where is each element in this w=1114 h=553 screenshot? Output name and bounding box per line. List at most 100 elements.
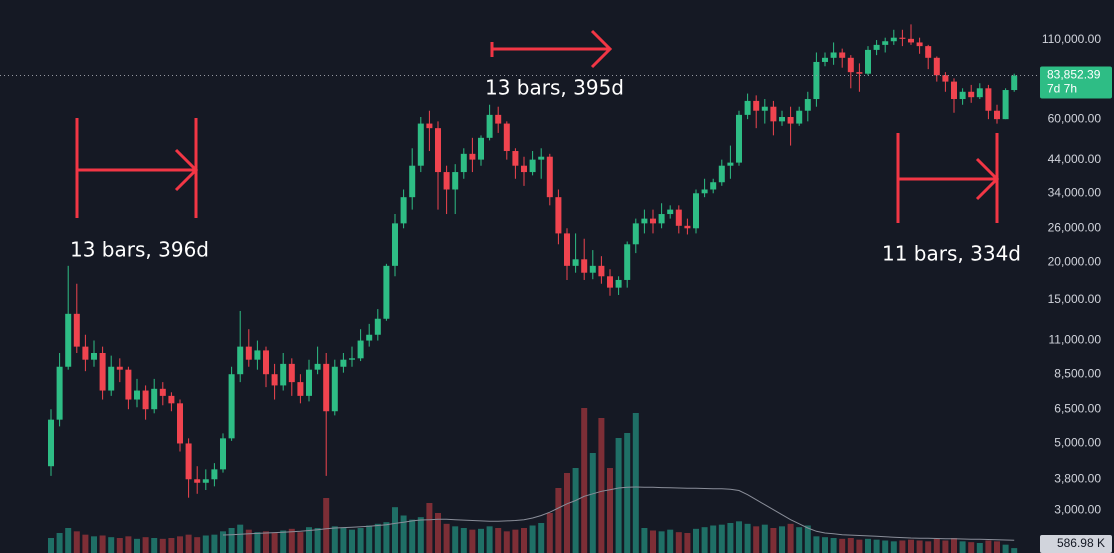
volume-bar: [693, 528, 699, 553]
volume-bar: [280, 530, 287, 553]
volume-bar: [925, 541, 932, 553]
candle-body: [538, 156, 545, 160]
volume-bar: [512, 529, 519, 553]
candle-body: [873, 44, 880, 50]
candle-body: [82, 346, 89, 360]
volume-bar: [271, 533, 278, 553]
volume-bar: [417, 517, 424, 553]
volume-bar: [349, 529, 355, 553]
range-arrow: [896, 133, 1000, 223]
y-tick-label: 15,000.00: [1048, 292, 1102, 306]
volume-bar: [443, 523, 450, 553]
volume-bar: [727, 523, 734, 553]
candle-body: [899, 37, 906, 39]
volume-bar: [564, 473, 570, 553]
candle-body: [503, 123, 510, 152]
candle-body: [856, 72, 863, 74]
candle-body: [632, 223, 639, 245]
candle-body: [99, 352, 106, 391]
candle-body: [581, 259, 588, 273]
candle-body: [693, 193, 699, 229]
candle-body: [306, 369, 312, 396]
candle-body: [710, 182, 717, 190]
volume-bar: [908, 539, 914, 553]
candle-body: [91, 352, 97, 360]
volume-bar: [73, 531, 80, 553]
candle-body: [890, 37, 897, 42]
candle-body: [813, 61, 820, 100]
candle-body: [211, 469, 218, 480]
volume-bar: [383, 522, 390, 553]
volume-bar: [435, 513, 441, 553]
y-tick-label: 110,000.00: [1042, 32, 1101, 46]
volume-bar: [968, 542, 975, 553]
volume-bar: [134, 538, 140, 553]
volume-bar: [142, 537, 149, 553]
volume-bar: [546, 513, 553, 553]
volume-bar: [108, 537, 115, 553]
candle-body: [976, 88, 983, 98]
candles: [0, 24, 1040, 498]
volume-bar: [581, 408, 588, 553]
candle-body: [245, 346, 252, 360]
volume-bar: [478, 528, 484, 553]
candle-body: [675, 209, 682, 226]
candle-body: [564, 233, 570, 266]
volume-bar: [202, 535, 209, 553]
candle-body: [925, 46, 932, 58]
candle-body: [288, 363, 295, 383]
volume-bar: [48, 538, 54, 553]
volume-bar: [942, 540, 949, 553]
volume-bar: [761, 524, 768, 553]
volume-bar: [314, 528, 321, 553]
candle-body: [985, 88, 992, 111]
volume-bar: [779, 526, 785, 553]
annotation-3: 11 bars, 334d: [882, 133, 1021, 266]
volume-bar: [675, 532, 682, 553]
candle-body: [151, 388, 158, 410]
y-tick-label: 8,500.00: [1054, 366, 1101, 380]
volume-bar: [495, 528, 502, 553]
candle-body: [168, 395, 175, 404]
candle-body: [417, 123, 424, 166]
volume-bar: [220, 531, 226, 553]
y-tick-label: 34,000.00: [1048, 185, 1102, 199]
volume-bar: [710, 525, 717, 553]
y-tick-label: 5,000.00: [1054, 436, 1101, 450]
candle-body: [185, 443, 192, 480]
volume-bar: [667, 529, 674, 553]
candle-body: [882, 41, 889, 45]
volume-bar: [916, 540, 923, 553]
volume-bar: [856, 539, 863, 553]
volume-bar: [933, 538, 940, 553]
volume-bar: [400, 515, 407, 553]
last-volume-label: 586.98 K: [1057, 536, 1105, 550]
volume-bar: [753, 526, 760, 553]
candle-body: [116, 366, 123, 370]
volume-bar: [976, 543, 983, 553]
candle-body: [142, 390, 149, 410]
volume-bar: [357, 528, 364, 553]
volume-bar: [985, 540, 992, 553]
candle-body: [314, 363, 321, 370]
volume-bar: [641, 528, 648, 553]
volume-bar: [650, 530, 656, 553]
volume-bar: [718, 524, 725, 553]
candle-body: [263, 350, 269, 375]
annotation-text: 11 bars, 334d: [882, 242, 1021, 266]
volume-bar: [99, 535, 106, 553]
volume-pane: [48, 408, 1018, 553]
last-volume-box: [1040, 535, 1112, 553]
volume-bar: [770, 528, 777, 553]
y-tick-label: 6,500.00: [1054, 401, 1101, 415]
volume-bar: [804, 525, 811, 553]
candle-body: [495, 114, 502, 124]
volume-bar: [374, 523, 381, 553]
volume-bar: [736, 521, 742, 553]
volume-bar: [392, 507, 398, 553]
volume-bar: [159, 538, 166, 553]
candle-body: [134, 390, 140, 400]
candle-body: [701, 189, 708, 194]
candle-body: [478, 137, 484, 160]
candle-body: [443, 172, 450, 190]
